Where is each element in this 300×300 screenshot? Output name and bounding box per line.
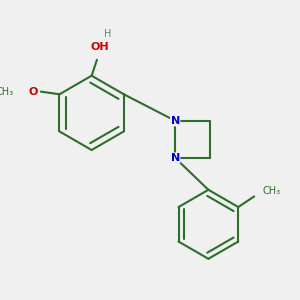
Text: OH: OH [90,42,109,52]
Text: N: N [171,153,180,163]
Text: O: O [28,87,38,97]
Text: N: N [171,116,180,126]
Text: H: H [104,28,111,39]
Text: CH₃: CH₃ [0,87,14,97]
Text: CH₃: CH₃ [262,186,280,196]
